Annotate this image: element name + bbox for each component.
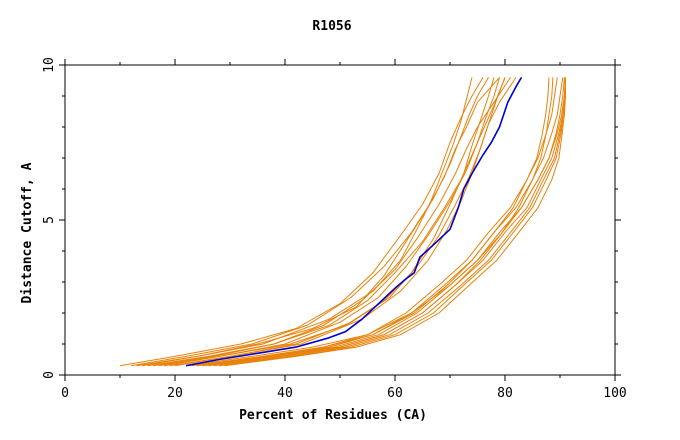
y-axis-title: Distance Cutoff, A: [20, 162, 35, 303]
x-tick-label-80: 80: [497, 386, 513, 401]
series-line-2: [130, 77, 489, 367]
series-line-10: [136, 77, 473, 367]
series-line-16: [202, 77, 554, 367]
x-tick-label-60: 60: [387, 386, 403, 401]
series-line-1: [119, 77, 484, 367]
series-line-17: [218, 77, 566, 367]
y-tick-label-5: 5: [42, 216, 57, 224]
series-line-20: [185, 77, 565, 367]
series-line-9: [169, 77, 506, 367]
series-line-3: [141, 77, 500, 367]
ticks-layer: 0 20 40 60 80 100 0 5 10: [42, 57, 627, 401]
series-line-5: [152, 77, 506, 367]
series-line-18: [196, 77, 550, 367]
y-tick-label-10: 10: [42, 57, 57, 73]
series-line-19: [224, 77, 566, 367]
x-axis-title: Percent of Residues (CA): [239, 408, 427, 423]
y-tick-label-0: 0: [42, 371, 57, 379]
highlight-series-line: [185, 76, 523, 367]
series-line-13: [202, 77, 566, 367]
series-line-6: [163, 77, 500, 367]
x-tick-label-20: 20: [167, 386, 183, 401]
x-tick-label-100: 100: [603, 386, 626, 401]
series-line-12: [196, 77, 564, 367]
x-tick-label-0: 0: [61, 386, 69, 401]
chart-title: R1056: [312, 19, 351, 34]
series-line-14: [207, 77, 566, 367]
series-line-7: [158, 77, 495, 367]
series-line-4: [147, 77, 511, 367]
series-line-8: [174, 77, 517, 367]
lines-layer: [119, 76, 566, 367]
x-tick-label-40: 40: [277, 386, 293, 401]
